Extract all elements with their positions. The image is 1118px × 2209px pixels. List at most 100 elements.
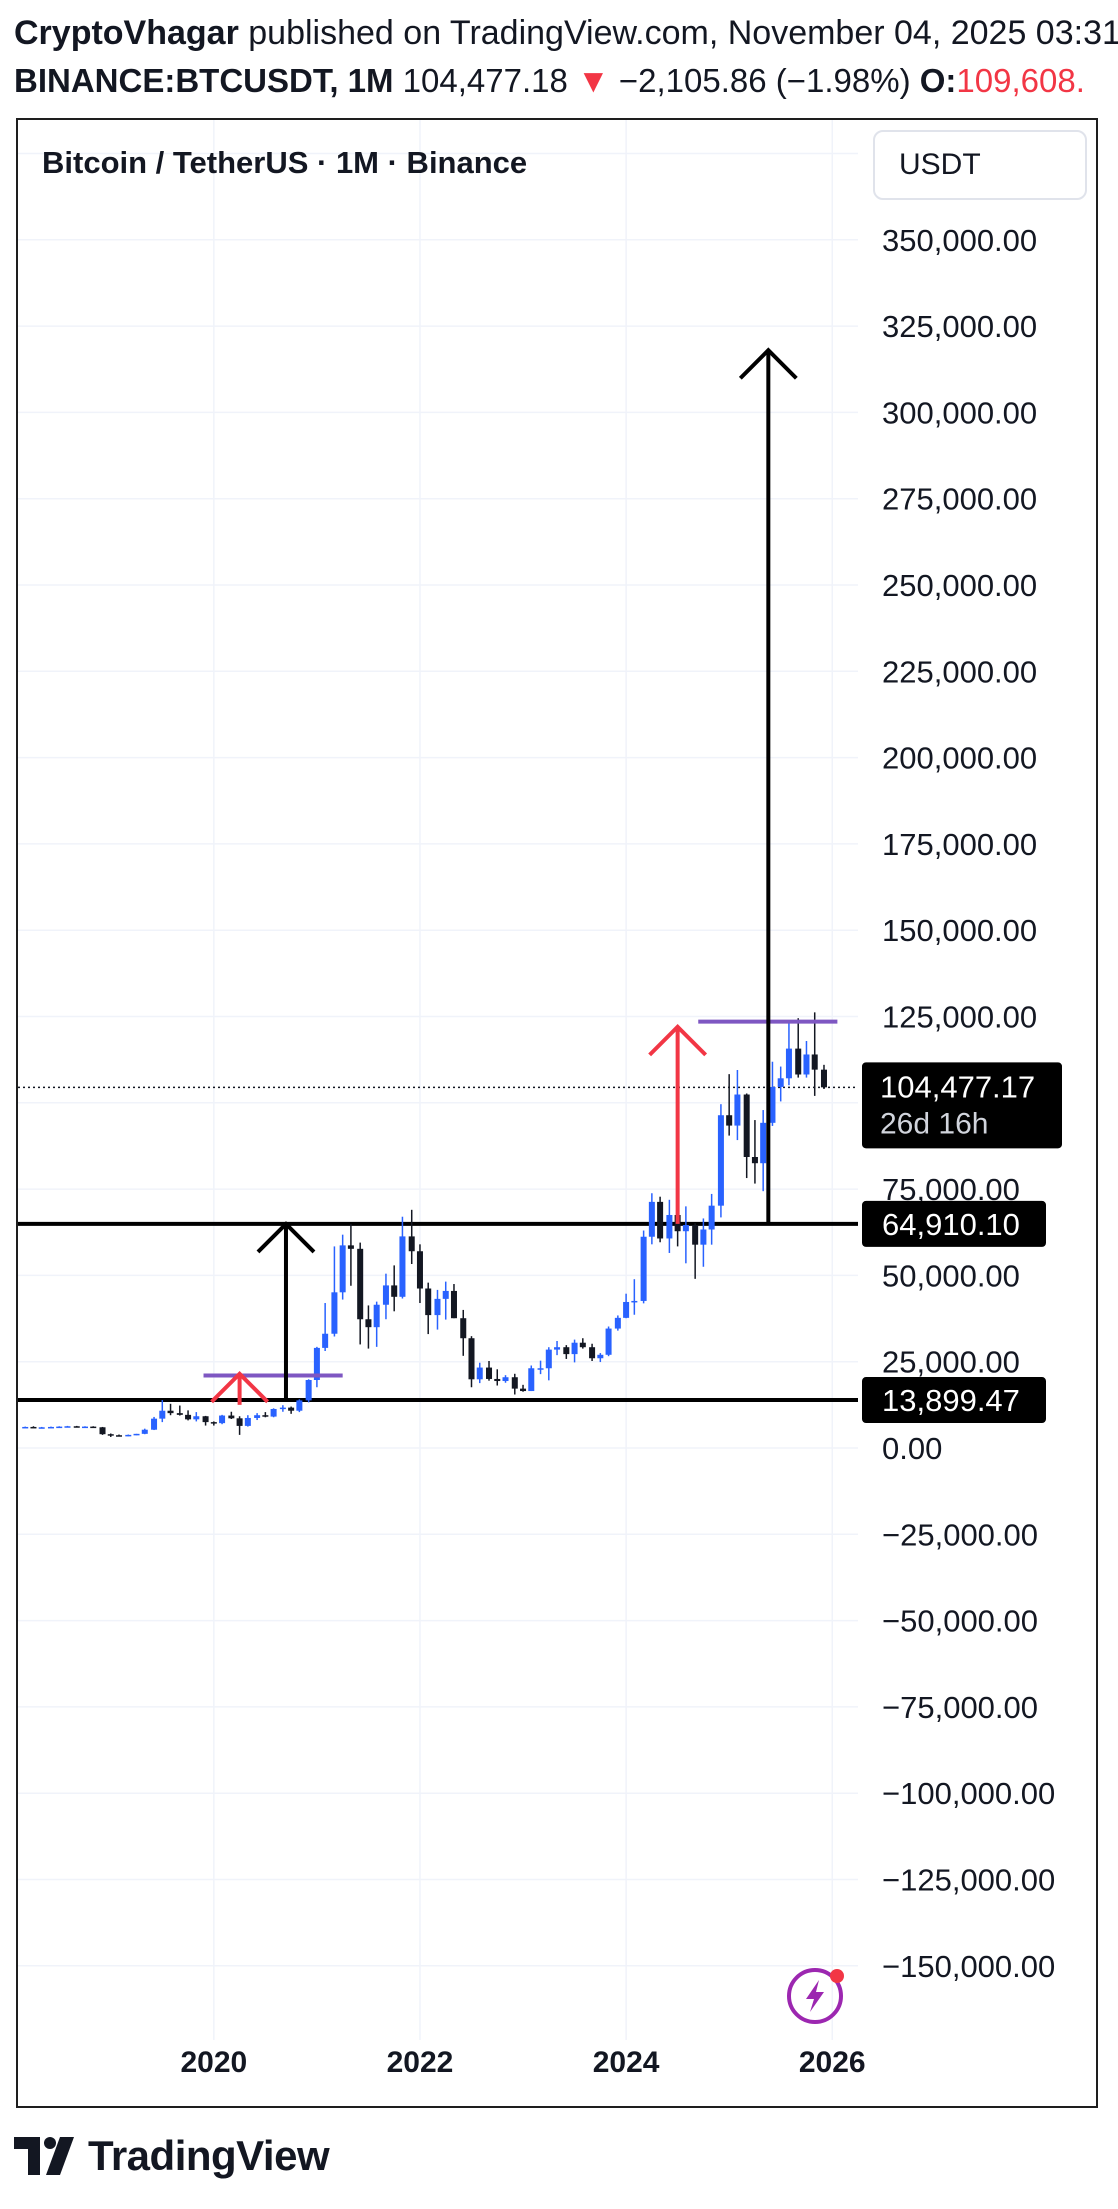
y-tick-label: 25,000.00 — [882, 1345, 1020, 1380]
bull-candle — [623, 1293, 630, 1319]
bull-candle — [760, 1110, 767, 1192]
candle-body — [236, 1418, 243, 1426]
symbol-name: BINANCE:BTCUSDT, 1M — [14, 62, 394, 99]
bull-candle — [141, 1428, 148, 1435]
open-label: O: — [910, 62, 957, 99]
candle-body — [305, 1379, 312, 1401]
bull-candle — [159, 1400, 166, 1423]
candle-body — [151, 1418, 158, 1430]
bear-candle — [425, 1282, 432, 1335]
bear-candle — [726, 1074, 733, 1136]
candle-body — [228, 1415, 235, 1419]
bear-candle — [30, 1426, 37, 1429]
tradingview-logo-text: TradingView — [88, 2132, 330, 2179]
bull-candle — [22, 1426, 29, 1429]
bull-candle — [605, 1326, 612, 1357]
last-price: 104,477.18 — [393, 62, 568, 99]
bear-candle — [210, 1421, 217, 1426]
bear-candle — [589, 1343, 596, 1362]
y-tick-label: 50,000.00 — [882, 1258, 1020, 1293]
candle-body — [202, 1416, 209, 1423]
candle-body — [288, 1407, 295, 1411]
bull-candle — [700, 1218, 707, 1267]
bull-candle — [682, 1206, 689, 1264]
candle-body — [347, 1245, 354, 1249]
candle-body — [244, 1417, 251, 1426]
bear-candle — [511, 1373, 518, 1395]
bear-candle — [176, 1405, 183, 1416]
tradingview-logo[interactable]: TradingView — [14, 2132, 330, 2180]
candle-body — [657, 1201, 664, 1239]
candle-body — [486, 1367, 493, 1379]
bear-candle — [357, 1242, 364, 1345]
bear-candle — [751, 1120, 758, 1184]
candle-body — [734, 1094, 741, 1126]
bull-candle — [554, 1340, 561, 1356]
chart-header: CryptoVhagar published on TradingView.co… — [14, 8, 1118, 104]
price-change: −2,105.86 (−1.98%) — [609, 62, 911, 99]
bear-candle — [167, 1403, 174, 1416]
bear-candle — [460, 1309, 467, 1356]
currency-button[interactable]: USDT — [873, 130, 1087, 200]
badge-bg — [862, 1200, 1046, 1247]
candle-body — [597, 1354, 604, 1359]
y-tick-label: −25,000.00 — [882, 1517, 1038, 1552]
candle-body — [450, 1290, 457, 1319]
candle-body — [717, 1115, 724, 1206]
bull-candle — [666, 1199, 673, 1253]
arrow-head — [648, 1024, 708, 1057]
bear-candle — [657, 1196, 664, 1243]
candle-body — [708, 1205, 715, 1230]
x-tick-label: 2020 — [180, 2046, 247, 2079]
time-axis[interactable]: 2020 2022 2024 2026 — [180, 2046, 865, 2079]
candle-body — [682, 1225, 689, 1232]
candle-body — [159, 1410, 166, 1419]
candle-body — [322, 1333, 329, 1348]
bull-candle — [502, 1375, 509, 1383]
candle-body — [167, 1410, 174, 1414]
candle-body — [631, 1300, 638, 1303]
candle-body — [408, 1236, 415, 1252]
candle-body — [777, 1078, 784, 1087]
bull-candle — [537, 1360, 544, 1375]
candle-body — [554, 1347, 561, 1350]
bear-candle — [73, 1425, 80, 1428]
bull-candle — [81, 1426, 88, 1429]
symbol-line: BINANCE:BTCUSDT, 1M 104,477.18 ▼ −2,105.… — [14, 58, 1118, 104]
y-tick-label: 0.00 — [882, 1431, 942, 1466]
candle-body — [331, 1292, 338, 1334]
candle-body — [434, 1298, 441, 1316]
bull-candle — [785, 1022, 792, 1086]
bull-candle — [151, 1416, 158, 1431]
open-value: 109,608. — [956, 62, 1085, 99]
bear-candle — [99, 1426, 106, 1435]
bull-candle — [133, 1433, 140, 1436]
candle-body — [64, 1426, 71, 1428]
bull-candle — [47, 1426, 54, 1429]
author-name[interactable]: CryptoVhagar — [14, 14, 239, 52]
bull-candle — [305, 1379, 312, 1403]
candle-body — [640, 1236, 647, 1301]
bull-candle — [734, 1070, 741, 1141]
bull-candle — [313, 1346, 320, 1388]
candle-body — [193, 1416, 200, 1420]
bear-candle — [391, 1265, 398, 1312]
candle-body — [339, 1245, 346, 1293]
y-tick-label: −50,000.00 — [882, 1604, 1038, 1639]
candle-body — [38, 1427, 45, 1429]
bear-candle — [202, 1415, 209, 1426]
candle-body — [442, 1290, 449, 1299]
level-price-badge: 13,899.47 — [862, 1377, 1046, 1424]
publish-line: CryptoVhagar published on TradingView.co… — [14, 8, 1118, 58]
candle-body — [391, 1285, 398, 1297]
bull-candle — [708, 1193, 715, 1245]
lightning-icon[interactable] — [787, 1968, 844, 2024]
candle-body — [357, 1248, 364, 1320]
candle-body — [528, 1368, 535, 1392]
candle-body — [579, 1342, 586, 1348]
candle-body — [589, 1347, 596, 1359]
bull-candle — [38, 1426, 45, 1429]
bear-candle — [236, 1416, 243, 1435]
